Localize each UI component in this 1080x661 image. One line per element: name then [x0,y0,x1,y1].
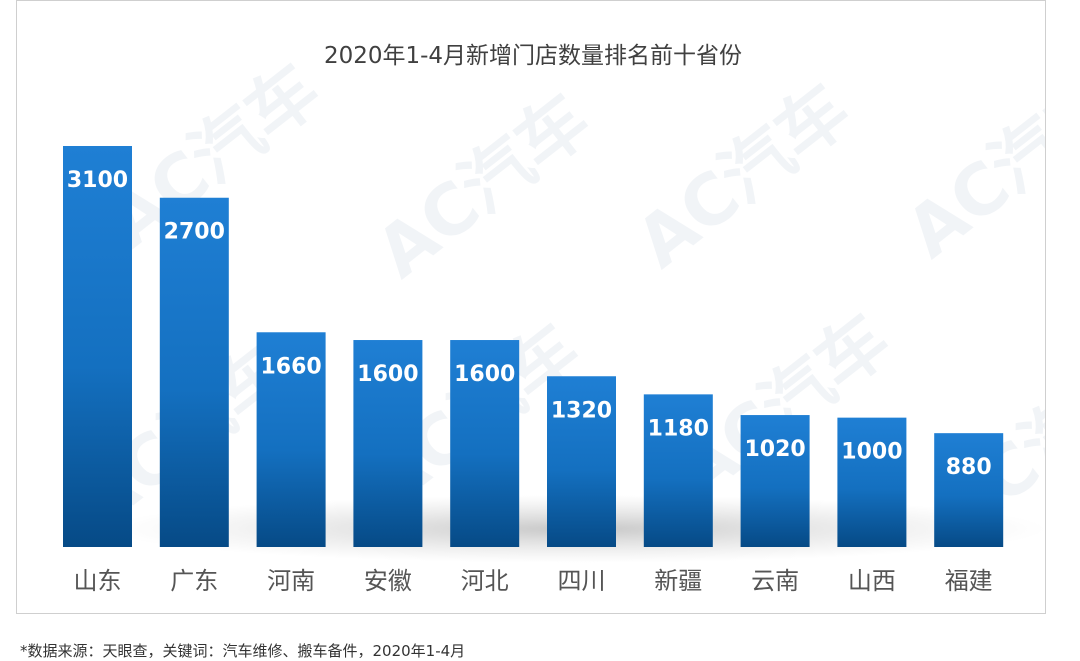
data-label-7: 1020 [744,437,805,462]
bar-2 [256,332,326,547]
data-label-6: 1180 [648,416,709,441]
category-label-8: 山西 [848,567,896,595]
bar-4 [450,340,520,547]
category-label-6: 新疆 [654,567,702,595]
bar-8 [837,417,907,547]
category-label-1: 广东 [170,567,218,595]
data-label-4: 1600 [454,362,515,387]
bar-5 [547,376,616,547]
chart-frame: AC汽车 AC汽车 AC汽车 AC汽车 AC汽车 AC汽车 AC汽车 AC汽车 … [16,0,1046,614]
category-label-4: 河北 [461,567,509,595]
category-label-0: 山东 [74,567,122,595]
bar-7 [740,415,810,547]
category-label-3: 安徽 [364,567,412,595]
bar-6 [643,394,713,547]
category-label-9: 福建 [945,567,993,595]
data-label-1: 2700 [164,220,225,245]
category-label-5: 四川 [558,567,606,595]
data-label-9: 880 [946,455,992,480]
bar-chart: 2020年1-4月新增门店数量排名前十省份 3100 山东 2700 广东 1660 河南… [63,43,1045,595]
bar-9 [934,433,1004,547]
data-label-2: 1660 [260,354,321,379]
bar-3 [353,340,423,547]
chart-title: 2020年1-4月新增门店数量排名前十省份 [324,43,742,69]
bar-0 [63,146,132,547]
source-caption: *数据来源：天眼查，关键词：汽车维修、搬车备件，2020年1-4月 [20,642,466,660]
bar-1 [159,197,229,547]
category-label-7: 云南 [751,567,799,595]
data-label-5: 1320 [551,398,612,423]
category-label-2: 河南 [267,567,315,595]
data-label-3: 1600 [357,362,418,387]
data-label-8: 1000 [841,440,902,465]
data-label-0: 3100 [67,168,128,193]
